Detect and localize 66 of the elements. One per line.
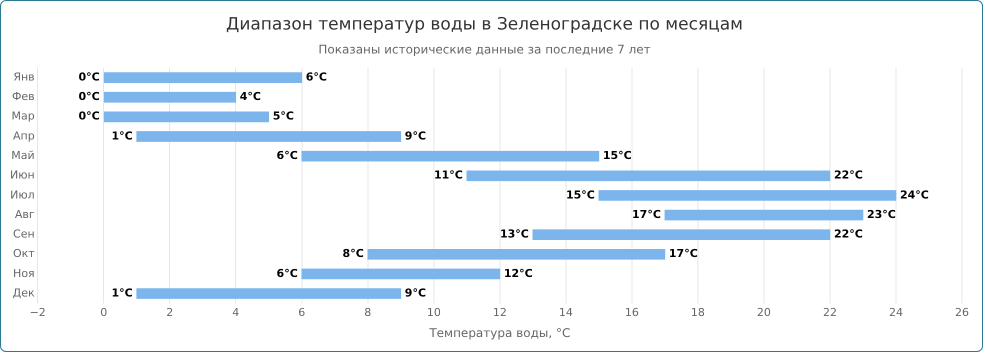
- annotation: 15°C: [602, 149, 632, 162]
- annotation: 1°C: [111, 286, 133, 300]
- annotation: 4°C: [240, 90, 261, 104]
- annotation: 23°C: [866, 208, 896, 221]
- bar: [532, 229, 830, 240]
- annotation: 22°C: [834, 228, 863, 241]
- chart-title: Диапазон температур воды в Зеленоградске по месяцам: [226, 14, 743, 35]
- x-tick-label: 0: [100, 306, 108, 319]
- y-tick-label: Апр: [12, 129, 35, 142]
- x-tick-label: 4: [232, 306, 240, 319]
- x-tick-label: −2: [30, 306, 46, 319]
- annotation: 9°C: [404, 129, 426, 142]
- annotation: 6°C: [276, 266, 298, 280]
- x-tick-label: 14: [558, 306, 573, 319]
- annotation: 17°C: [668, 247, 698, 260]
- bar: [301, 150, 600, 162]
- x-tick-label: 8: [364, 306, 372, 319]
- x-tick-label: 16: [624, 306, 639, 319]
- annotation: 15°C: [566, 188, 595, 202]
- x-axis-title: Температура воды, °C: [428, 326, 570, 340]
- y-tick-label: Янв: [13, 70, 35, 84]
- y-tick-label: Дек: [12, 286, 36, 300]
- annotation: 5°C: [272, 110, 294, 123]
- y-tick-label: Сен: [13, 228, 35, 241]
- bar: [104, 112, 270, 122]
- bar: [664, 210, 864, 220]
- annotation: 17°C: [632, 208, 661, 221]
- bar: [301, 268, 500, 280]
- bar: [136, 288, 402, 299]
- bar: [598, 190, 896, 201]
- annotation: 6°C: [276, 149, 298, 162]
- annotation: 12°C: [504, 266, 533, 280]
- y-tick-label: Окт: [12, 247, 36, 260]
- y-tick-label: Фев: [12, 90, 35, 104]
- x-tick-label: 26: [955, 306, 969, 319]
- annotation: 8°C: [342, 247, 364, 260]
- y-tick-label: Авг: [14, 208, 35, 221]
- annotation: 0°C: [78, 70, 100, 84]
- annotation: 9°C: [404, 286, 426, 300]
- bar: [104, 92, 236, 103]
- annotation: 1°C: [111, 129, 133, 142]
- bar: [466, 170, 830, 182]
- annotation: 13°C: [500, 228, 529, 241]
- annotation: 0°C: [78, 90, 100, 104]
- x-tick-label: 10: [426, 306, 441, 319]
- x-tick-label: 2: [166, 306, 174, 319]
- annotation: 6°C: [306, 70, 328, 84]
- y-tick-label: Июн: [10, 168, 35, 182]
- x-tick-label: 12: [492, 306, 507, 319]
- x-tick-label: 22: [822, 306, 837, 319]
- x-tick-label: 20: [756, 306, 771, 319]
- annotation: 0°C: [78, 110, 100, 123]
- bar: [367, 248, 666, 260]
- bar: [104, 72, 302, 83]
- bar: [136, 131, 402, 142]
- y-tick-label: Май: [11, 149, 35, 162]
- y-tick-label: Мар: [11, 110, 35, 123]
- y-tick-label: Июл: [10, 188, 35, 202]
- x-tick-label: 18: [690, 306, 705, 319]
- annotation: 24°C: [900, 188, 929, 202]
- annotation: 11°C: [434, 168, 463, 182]
- chart-subtitle: Показаны исторические данные за последние 7 лет: [318, 42, 651, 57]
- annotation: 22°C: [834, 168, 863, 182]
- y-tick-label: Ноя: [13, 266, 35, 280]
- x-tick-label: 24: [888, 306, 903, 319]
- x-tick-label: 6: [298, 306, 306, 319]
